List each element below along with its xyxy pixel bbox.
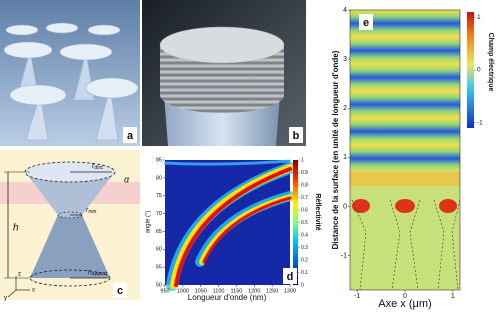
label-box [123,127,137,143]
panel-label: c [117,285,123,297]
x-tick-label: 1050 [195,288,207,294]
panel-label: b [293,130,300,142]
x-tick-label: 950 [160,288,169,294]
y-tick-label: 85 [156,157,162,163]
x-axis-label: Axe x (μm) [378,298,431,310]
colorbar-tick-label: 0.9 [301,170,308,176]
label-box [359,14,373,30]
panel-b: b [142,0,306,146]
label-box [283,268,297,284]
label-box [113,282,127,298]
panel-label: d [287,271,294,283]
axis-name: z [18,272,21,278]
y-tick-label: 80 [156,175,162,181]
colorbar-label: Réflectivité [314,193,321,230]
axis-name: y [4,296,7,302]
panel-e: e Axe x (μm) Distance de la surface (en … [331,7,494,310]
y-tick-label: -1 [341,252,347,259]
colorbar-label: Champ électrique [487,33,494,92]
colorbar-tick-label: 0.5 [301,220,308,226]
colorbar-tick-label: 1 [301,157,304,163]
colorbar-tick-label: 0.4 [301,232,308,238]
colorbar-tick-label: 0 [477,67,481,74]
y-tick-label: 55 [156,265,162,271]
colorbar-tick-label: 1 [477,14,481,21]
radius-label: rmin [86,207,97,215]
radius-label: rdisc [92,163,104,171]
colorbar-tick-label: 0.6 [301,207,308,213]
panel-c: h α rdisc rmin rsupport x y z c [0,150,140,302]
x-tick-label: 1100 [213,288,225,294]
x-axis-label: Longueur d'onde (nm) [188,293,267,302]
radius-label: rsupport [88,269,108,277]
colorbar-tick-label: 0.3 [301,245,308,251]
panel-d: d Longueur d'onde (nm) angle (°) Réflect… [146,157,322,302]
y-tick-label: 2 [343,105,347,112]
colorbar-tick-label: 0.2 [301,257,308,263]
y-tick-label: 3 [343,56,347,63]
colorbar-tick-label: 0 [301,282,304,288]
label-box [289,127,303,143]
x-tick-label: 0 [403,293,407,300]
y-axis-label: Distance de la surface (en unité de long… [331,50,340,249]
axis-name: x [32,288,35,294]
height-label: h [13,223,19,234]
panel-label: a [127,130,134,142]
panel-label: e [363,17,369,29]
x-tick-label: 1250 [266,288,278,294]
field-map [350,170,460,290]
x-tick-label: 1 [451,293,455,300]
y-tick-label: 75 [156,193,162,199]
y-tick-label: 70 [156,211,162,217]
x-tick-label: 1200 [248,288,260,294]
y-tick-label: 60 [156,247,162,253]
y-tick-label: 65 [156,229,162,235]
y-tick-label: 1 [343,154,347,161]
colorbar-tick-label: 0.7 [301,195,308,201]
panel-bg [0,0,140,146]
x-tick-label: 1300 [284,288,296,294]
colorbar-tick-label: 0.1 [301,270,308,276]
panel-a: a [0,0,140,146]
x-tick-label: 1000 [177,288,189,294]
y-axis-label: angle (°) [146,211,152,234]
colorbar-tick-label: -1 [477,119,483,126]
colorbar [467,12,474,128]
colorbar-tick-label: 0.8 [301,182,308,188]
y-tick-label: 0 [343,203,347,210]
colorbar [293,160,298,285]
y-tick-label: 4 [343,7,347,14]
field-map [350,10,460,170]
x-tick-label: -1 [354,293,360,300]
y-tick-label: 50 [156,282,162,288]
angle-label: α [124,174,130,184]
x-tick-label: 1150 [231,288,243,294]
